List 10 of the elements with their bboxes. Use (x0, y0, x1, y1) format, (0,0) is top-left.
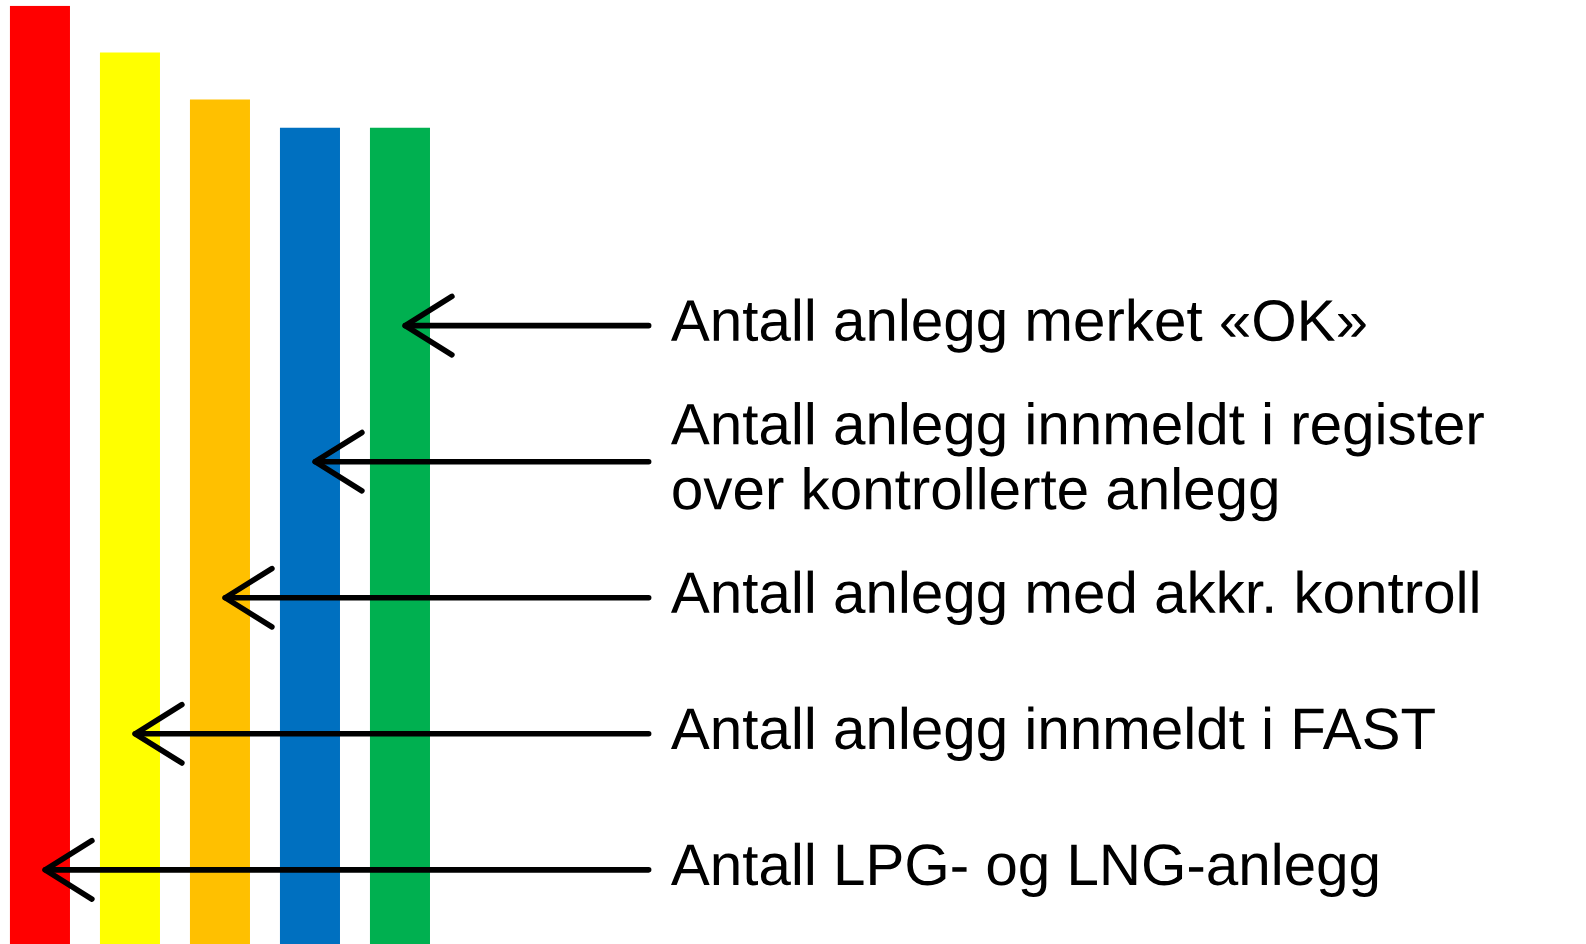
bar (369, 127, 430, 944)
text: Antall anlegg innmeldt i FAST (671, 706, 1435, 761)
bar (189, 99, 250, 944)
text: Antall LPG- og LNG-anlegg (671, 842, 1378, 898)
bar (9, 5, 70, 944)
text: Antall anlegg innmeldt i register over kontrollerte anlegg (671, 402, 1484, 522)
text: Antall anlegg merket «OK» (671, 298, 1366, 353)
bar (99, 52, 160, 944)
text: Antall anlegg med akkr. kontroll (671, 570, 1478, 625)
bar (279, 127, 340, 944)
